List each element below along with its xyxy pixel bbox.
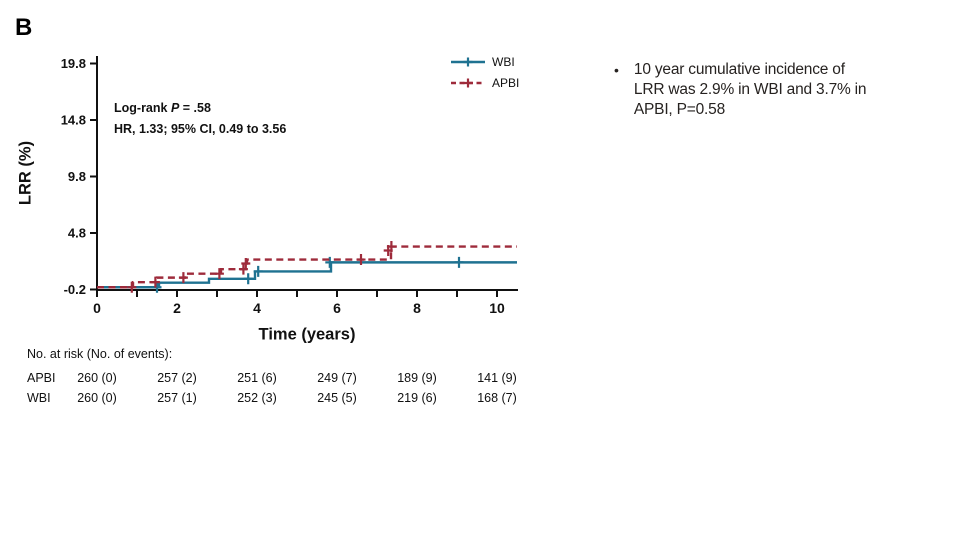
hazard-ratio-line: HR, 1.33; 95% CI, 0.49 to 3.56 bbox=[114, 122, 287, 136]
risk-value: 257 (2) bbox=[157, 371, 197, 385]
x-axis-title: Time (years) bbox=[258, 325, 356, 344]
legend-label-apbi: APBI bbox=[492, 76, 520, 90]
y-axis-title: LRR (%) bbox=[16, 140, 35, 206]
slide-bullet-note: • 10 year cumulative incidence of LRR wa… bbox=[614, 60, 867, 120]
legend-item-wbi: WBI bbox=[450, 55, 519, 69]
risk-value: 245 (5) bbox=[317, 391, 357, 405]
risk-value: 257 (1) bbox=[157, 391, 197, 405]
svg-text:9.8: 9.8 bbox=[68, 169, 86, 184]
svg-text:8: 8 bbox=[413, 300, 421, 316]
note-line: LRR was 2.9% in WBI and 3.7% in bbox=[633, 81, 867, 98]
risk-value: 168 (7) bbox=[477, 391, 517, 405]
stats-annotation: Log-rank P = .58 HR, 1.33; 95% CI, 0.49 … bbox=[114, 98, 286, 140]
risk-row-apbi: APBI 260 (0) 257 (2) 251 (6) 249 (7) 189… bbox=[0, 371, 540, 386]
risk-row-wbi: WBI 260 (0) 257 (1) 252 (3) 245 (5) 219 … bbox=[0, 391, 540, 406]
risk-table-header: No. at risk (No. of events): bbox=[27, 347, 173, 361]
risk-value: 249 (7) bbox=[317, 371, 357, 385]
risk-value: 252 (3) bbox=[237, 391, 277, 405]
svg-text:2: 2 bbox=[173, 300, 181, 316]
svg-text:4.8: 4.8 bbox=[68, 226, 86, 241]
legend: WBI APBI bbox=[450, 55, 519, 90]
svg-text:-0.2: -0.2 bbox=[64, 282, 86, 297]
svg-text:14.8: 14.8 bbox=[61, 113, 86, 128]
note-line: 10 year cumulative incidence of bbox=[633, 61, 845, 78]
risk-value: 189 (9) bbox=[397, 371, 437, 385]
svg-text:0: 0 bbox=[93, 300, 101, 316]
lrr-cumulative-incidence-chart: 19.8 14.8 9.8 4.8 -0.2 0 2 4 6 8 10 bbox=[61, 56, 518, 316]
legend-item-apbi: APBI bbox=[450, 76, 519, 90]
risk-row-label: WBI bbox=[27, 391, 51, 405]
risk-value: 260 (0) bbox=[77, 371, 117, 385]
risk-row-label: APBI bbox=[27, 371, 56, 385]
risk-value: 219 (6) bbox=[397, 391, 437, 405]
risk-value: 251 (6) bbox=[237, 371, 277, 385]
svg-text:4: 4 bbox=[253, 300, 261, 316]
panel-label: B bbox=[15, 14, 33, 41]
svg-text:10: 10 bbox=[489, 300, 505, 316]
note-line: APBI, P=0.58 bbox=[633, 101, 725, 118]
legend-label-wbi: WBI bbox=[492, 55, 515, 69]
svg-text:6: 6 bbox=[333, 300, 341, 316]
svg-text:19.8: 19.8 bbox=[61, 56, 86, 71]
risk-value: 260 (0) bbox=[77, 391, 117, 405]
risk-value: 141 (9) bbox=[477, 371, 517, 385]
note-text: 10 year cumulative incidence of LRR was … bbox=[633, 60, 867, 120]
apbi-line-icon bbox=[451, 78, 485, 88]
wbi-line-icon bbox=[451, 57, 485, 67]
logrank-line: Log-rank P = .58 bbox=[114, 101, 211, 115]
bullet-icon: • bbox=[614, 62, 619, 78]
